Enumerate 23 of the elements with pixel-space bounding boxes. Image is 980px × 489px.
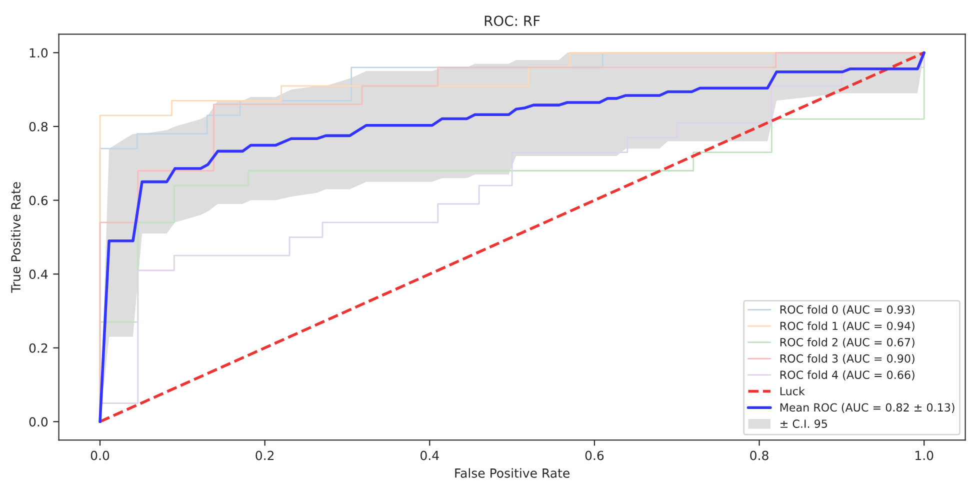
x-tick-label: 0.4 [420,450,439,460]
legend-label: ROC fold 0 (AUC = 0.93) [780,305,914,316]
chart-title: ROC: RF [484,16,540,26]
x-tick-label: 0.6 [585,450,604,460]
x-tick-label: 0.2 [256,450,274,460]
y-axis-title: True Positive Rate [10,182,21,293]
legend-label: Mean ROC (AUC = 0.82 ± 0.13) [780,403,954,413]
legend-label: ROC fold 1 (AUC = 0.94) [780,321,914,332]
x-tick-label: 1.0 [916,450,934,460]
y-tick-label: 0.6 [29,196,48,206]
y-tick-label: 0.0 [29,417,48,427]
annotation: ± C.I. 95 [780,420,827,428]
x-tick-label: 0.8 [750,450,768,460]
legend-label: Luck [780,386,805,396]
y-tick-label: 0.2 [29,343,48,353]
legend-label: ROC fold 4 (AUC = 0.66) [780,370,914,380]
x-axis-title: False Positive Rate [455,468,570,478]
y-tick-label: 0.8 [29,122,48,132]
legend-label: ROC fold 3 (AUC = 0.90) [780,354,914,364]
y-tick-label: 0.4 [29,270,48,279]
legend-label: ROC fold 2 (AUC = 0.67) [780,338,914,348]
y-tick-label: 1.0 [30,48,48,58]
x-tick-label: 0.0 [90,450,110,460]
